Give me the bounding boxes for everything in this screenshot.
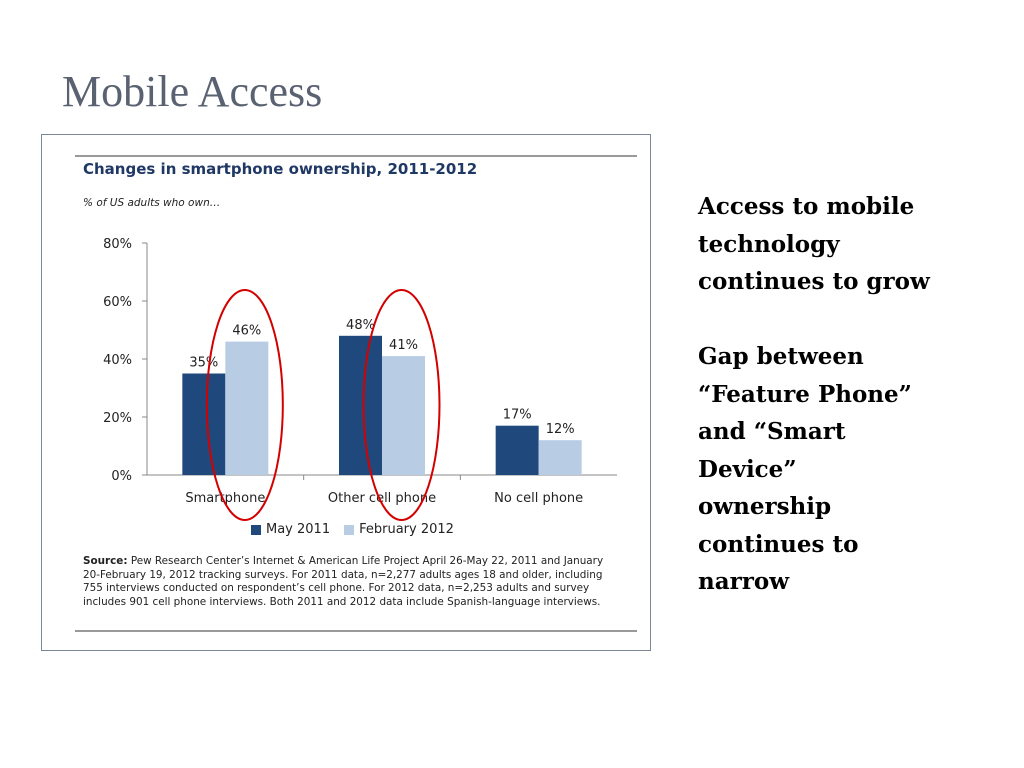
legend-item-feb-2012: February 2012	[344, 522, 454, 537]
side-notes: Access to mobile technology continues to…	[698, 188, 1008, 601]
y-tick-label: 40%	[103, 353, 132, 368]
highlight-ellipse	[362, 289, 441, 521]
legend-item-may-2011: May 2011	[251, 522, 330, 537]
bar	[495, 425, 539, 475]
bar	[538, 440, 582, 475]
chart-canvas: 0% 20% 40% 60% 80% 35% 46% Smartphone 48% 41% Othe…	[75, 155, 637, 632]
note-line: continues to grow	[698, 268, 930, 295]
note-line: “Feature Phone”	[698, 380, 912, 408]
y-tick-label: 20%	[103, 411, 132, 426]
x-tick-label: Smartphone	[185, 491, 265, 506]
legend-label-feb-2012: February 2012	[359, 522, 454, 537]
y-tick-label: 60%	[103, 295, 132, 310]
note-line: Gap between	[698, 343, 864, 370]
bar-value-label: 46%	[232, 324, 261, 339]
source-text: Pew Research Center’s Internet & America…	[83, 555, 604, 608]
x-tick-label: Other cell phone	[328, 491, 436, 506]
bar	[182, 373, 226, 475]
chart-subtitle: % of US adults who own…	[83, 197, 221, 209]
bar	[225, 341, 269, 475]
note-line: ownership	[698, 493, 832, 520]
slide-title: Mobile Access	[62, 67, 323, 116]
source-note: Source: Pew Research Center’s Internet &…	[83, 555, 623, 609]
note-line: narrow	[698, 568, 790, 595]
chart-legend: May 2011 February 2012	[251, 522, 468, 537]
bar	[382, 356, 425, 475]
y-tick-label: 0%	[111, 469, 132, 484]
bar-value-label: 41%	[389, 338, 418, 353]
note-line: continues to	[698, 530, 859, 558]
note-line: technology	[698, 230, 840, 258]
note-gap-narrows: Gap between “Feature Phone” and “Smart D…	[698, 338, 1008, 601]
bar-value-label: 35%	[189, 356, 218, 371]
chart-figure: 0% 20% 40% 60% 80% 35% 46% Smartphone 48% 41% Othe…	[41, 134, 651, 651]
legend-swatch-feb-2012	[344, 524, 355, 535]
source-label: Source:	[83, 555, 128, 567]
legend-label-may-2011: May 2011	[266, 522, 331, 537]
bar	[339, 335, 382, 475]
chart-title: Changes in smartphone ownership, 2011-20…	[83, 160, 478, 178]
bar-value-label: 12%	[546, 422, 575, 437]
note-line: and “Smart	[698, 418, 846, 445]
x-tick-label: No cell phone	[494, 491, 583, 506]
highlight-ellipse	[205, 289, 284, 521]
y-tick-label: 80%	[103, 237, 132, 252]
bar-value-label: 17%	[503, 408, 532, 423]
note-line: Access to mobile	[698, 193, 915, 220]
note-line: Device”	[698, 455, 797, 483]
legend-swatch-may-2011	[251, 524, 261, 535]
bar-value-label: 48%	[346, 318, 375, 333]
note-access-grows: Access to mobile technology continues to…	[698, 188, 1008, 301]
